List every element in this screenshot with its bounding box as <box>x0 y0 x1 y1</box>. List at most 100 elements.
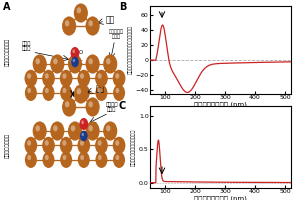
Text: ブリッジ
サイト: ブリッジ サイト <box>106 102 118 112</box>
Circle shape <box>113 137 125 154</box>
Circle shape <box>60 85 72 101</box>
Circle shape <box>71 57 79 67</box>
Circle shape <box>88 125 93 131</box>
Circle shape <box>82 133 84 136</box>
Circle shape <box>98 88 102 93</box>
Text: 探針が表面から遠い: 探針が表面から遠い <box>5 38 10 66</box>
Circle shape <box>45 140 49 146</box>
Circle shape <box>25 152 37 168</box>
Circle shape <box>80 88 84 93</box>
Circle shape <box>25 137 37 154</box>
Circle shape <box>95 70 108 87</box>
Circle shape <box>62 73 66 79</box>
Circle shape <box>103 121 117 141</box>
Circle shape <box>62 140 66 146</box>
Text: 探針: 探針 <box>106 16 115 24</box>
Circle shape <box>53 58 58 64</box>
Circle shape <box>27 88 31 93</box>
Circle shape <box>106 125 110 131</box>
Circle shape <box>77 137 90 154</box>
Circle shape <box>68 54 82 74</box>
Circle shape <box>45 155 49 160</box>
Circle shape <box>74 84 88 104</box>
Circle shape <box>45 88 49 93</box>
Circle shape <box>80 73 84 79</box>
Circle shape <box>72 49 75 53</box>
Circle shape <box>60 152 72 168</box>
Circle shape <box>95 152 107 168</box>
Circle shape <box>60 70 73 87</box>
Circle shape <box>116 155 119 160</box>
X-axis label: 探針と表面の距離 (pm): 探針と表面の距離 (pm) <box>194 102 247 108</box>
Circle shape <box>103 54 117 74</box>
Circle shape <box>25 85 37 101</box>
Circle shape <box>78 152 90 168</box>
Circle shape <box>115 73 119 79</box>
Text: 探針: 探針 <box>95 84 105 93</box>
Circle shape <box>42 137 55 154</box>
Circle shape <box>35 125 40 131</box>
Circle shape <box>27 140 31 146</box>
Circle shape <box>73 59 75 62</box>
Circle shape <box>116 88 119 93</box>
Circle shape <box>50 54 64 74</box>
Circle shape <box>98 155 102 160</box>
Circle shape <box>113 152 125 168</box>
Circle shape <box>80 118 88 130</box>
Circle shape <box>115 140 119 146</box>
Circle shape <box>63 155 66 160</box>
Circle shape <box>71 58 75 64</box>
Circle shape <box>85 97 100 117</box>
Text: B: B <box>119 2 126 12</box>
Circle shape <box>78 85 90 101</box>
Circle shape <box>98 140 102 146</box>
Circle shape <box>77 70 90 87</box>
X-axis label: 探針と表面の距離 (pm): 探針と表面の距離 (pm) <box>194 196 247 200</box>
Circle shape <box>27 155 31 160</box>
Circle shape <box>95 85 107 101</box>
Circle shape <box>76 7 81 13</box>
Circle shape <box>33 121 47 141</box>
Y-axis label: カンテレバー周波数変化（任意単位）: カンテレバー周波数変化（任意単位） <box>128 26 133 74</box>
Circle shape <box>71 125 75 131</box>
Circle shape <box>113 85 125 101</box>
Circle shape <box>95 137 108 154</box>
Circle shape <box>50 121 64 141</box>
Circle shape <box>80 155 84 160</box>
Circle shape <box>88 101 93 107</box>
Circle shape <box>35 58 40 64</box>
Circle shape <box>88 20 93 26</box>
Text: トップ
サイト: トップ サイト <box>22 41 31 51</box>
Y-axis label: エネルギー散逸（任意単位）: エネルギー散逸（任意単位） <box>131 128 136 166</box>
Circle shape <box>42 70 55 87</box>
Text: 隣のトップ
サイト: 隣のトップ サイト <box>109 29 124 39</box>
Circle shape <box>62 16 76 36</box>
Circle shape <box>98 73 102 79</box>
Circle shape <box>33 54 47 74</box>
Circle shape <box>43 85 55 101</box>
Text: C: C <box>79 60 83 64</box>
Circle shape <box>45 73 49 79</box>
Circle shape <box>70 47 80 59</box>
Circle shape <box>74 3 88 23</box>
Text: 探針が表面に近い: 探針が表面に近い <box>5 134 10 158</box>
Circle shape <box>68 121 82 141</box>
Circle shape <box>81 120 84 124</box>
Circle shape <box>43 152 55 168</box>
Circle shape <box>65 20 69 26</box>
Circle shape <box>88 58 93 64</box>
Circle shape <box>80 131 88 141</box>
Circle shape <box>85 121 100 141</box>
Text: A: A <box>3 2 10 12</box>
Circle shape <box>85 16 100 36</box>
Circle shape <box>80 140 84 146</box>
Circle shape <box>113 70 125 87</box>
Circle shape <box>53 125 58 131</box>
Circle shape <box>63 88 66 93</box>
Text: O: O <box>79 50 83 55</box>
Circle shape <box>65 101 69 107</box>
Circle shape <box>76 88 81 94</box>
Circle shape <box>62 97 76 117</box>
Circle shape <box>106 58 110 64</box>
Circle shape <box>25 70 37 87</box>
